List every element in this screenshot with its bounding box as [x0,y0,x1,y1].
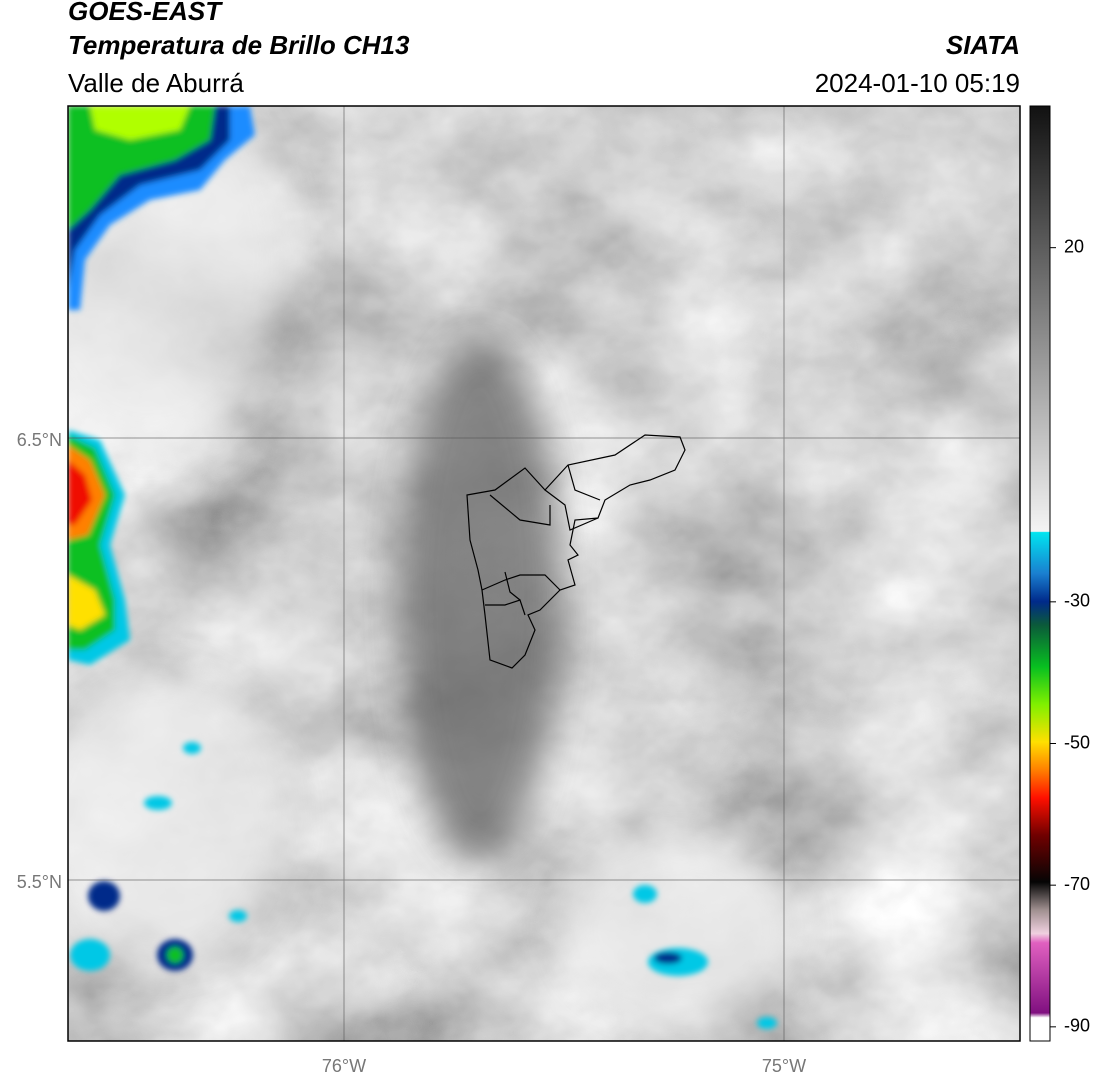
lon-label: 75°W [762,1056,806,1076]
graticule [68,106,1020,1041]
lat-label: 6.5°N [17,430,62,450]
satellite-image [68,106,1020,1041]
lat-label: 5.5°N [17,872,62,892]
product-title: Temperatura de Brillo CH13 [68,30,410,60]
colorbar-tick-label: -50 [1064,732,1090,752]
agency: SIATA [946,30,1020,60]
map-frame [67,105,1021,1042]
satellite-title: GOES-EAST [68,0,223,26]
region: Valle de Aburrá [68,68,244,98]
colorbar-tick-label: -30 [1064,591,1090,611]
colorbar [1029,105,1051,1042]
colorbar-tick-label: 20 [1064,236,1084,256]
colorbar-tick-label: -70 [1064,874,1090,894]
municipal-boundaries [466,434,686,669]
colorbar-tick-label: -90 [1064,1016,1090,1036]
lon-label: 76°W [322,1056,366,1076]
timestamp: 2024-01-10 05:19 [815,68,1020,98]
